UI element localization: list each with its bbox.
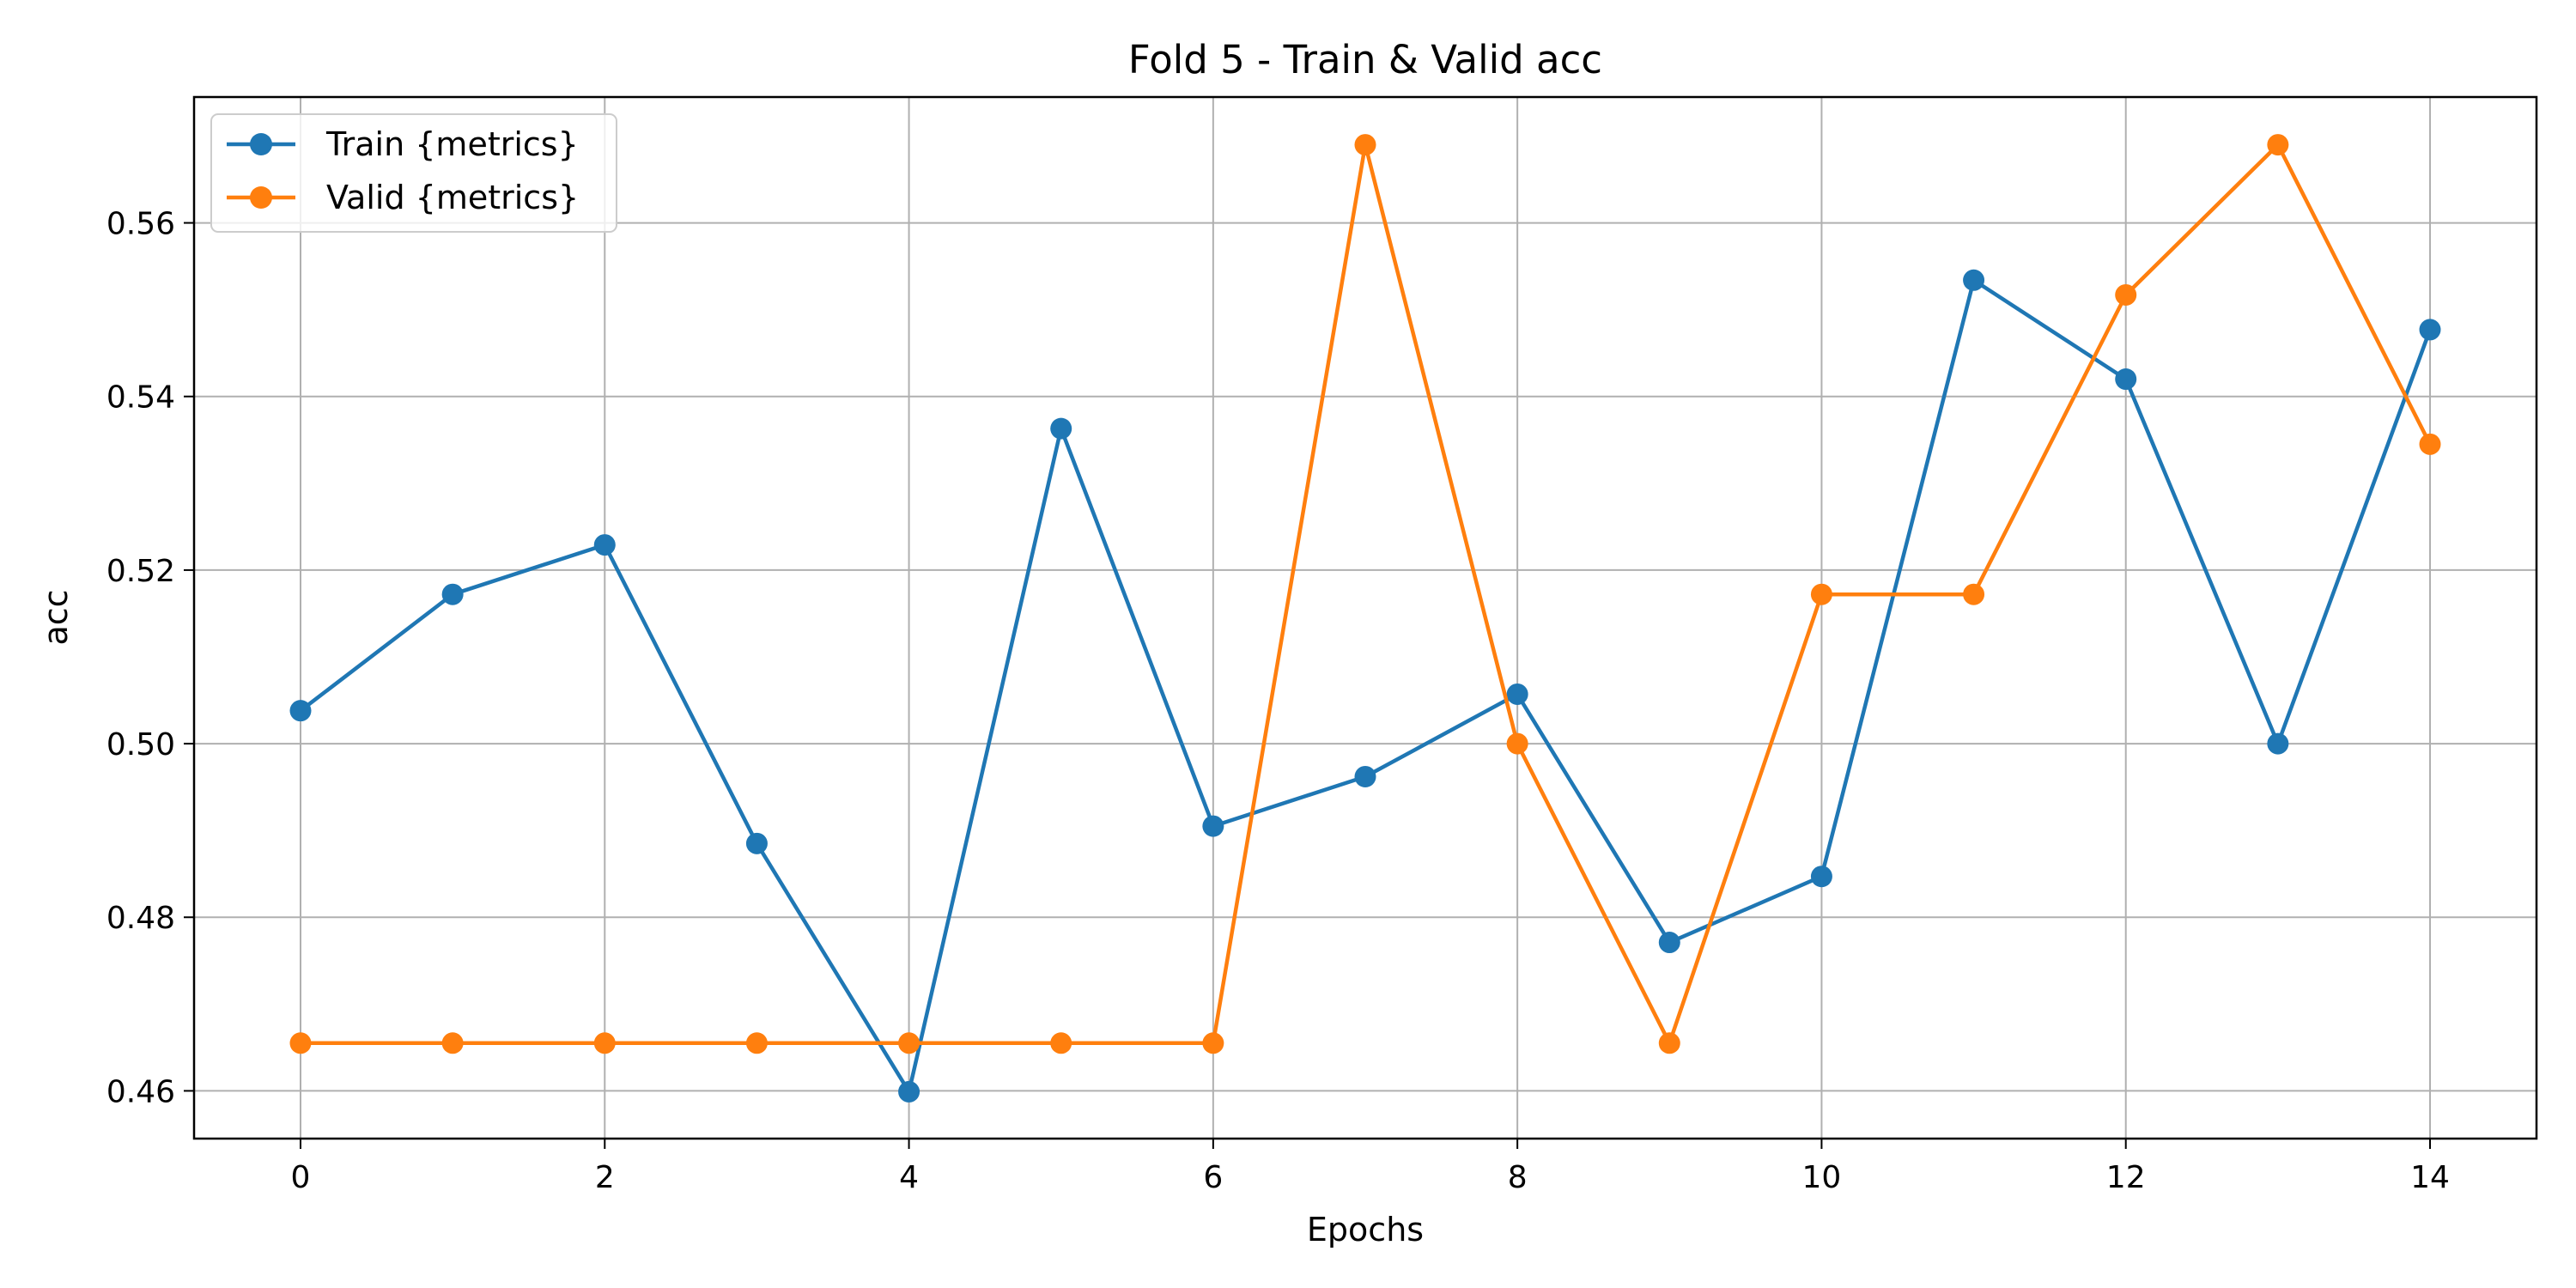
x-tick-label: 6: [1203, 1160, 1223, 1195]
x-tick-label: 14: [2410, 1160, 2450, 1195]
legend: Train {metrics} Valid {metrics}: [210, 113, 617, 233]
y-tick-label: 0.54: [106, 380, 175, 416]
data-point-train: [1810, 866, 1832, 888]
series-valid: [289, 134, 2441, 1054]
series-train: [289, 269, 2441, 1103]
y-axis-ticks: 0.46 0.48 0.50 0.52 0.54 0.56: [106, 207, 194, 1109]
data-point-valid: [593, 1032, 616, 1054]
data-point-train: [1050, 417, 1072, 440]
legend-label-train: Train {metrics}: [325, 125, 579, 163]
data-point-train: [898, 1080, 920, 1103]
legend-label-valid: Valid {metrics}: [326, 179, 579, 216]
data-point-train: [1658, 932, 1680, 954]
x-tick-label: 10: [1802, 1160, 1842, 1195]
data-point-valid: [441, 1032, 464, 1054]
legend-marker-train: [250, 133, 272, 155]
data-point-train: [1354, 765, 1376, 787]
x-tick-label: 12: [2106, 1160, 2146, 1195]
y-tick-label: 0.52: [106, 554, 175, 589]
y-tick-label: 0.46: [106, 1074, 175, 1109]
data-point-train: [593, 534, 616, 556]
data-point-valid: [2419, 433, 2441, 455]
data-point-valid: [898, 1032, 920, 1054]
data-point-train: [1202, 815, 1224, 837]
data-point-valid: [1354, 134, 1376, 156]
legend-marker-valid: [250, 186, 272, 209]
data-point-train: [745, 832, 768, 854]
data-point-train: [289, 700, 312, 722]
data-point-valid: [289, 1032, 312, 1054]
data-point-train: [1963, 269, 1985, 291]
data-point-valid: [1963, 583, 1985, 605]
y-tick-label: 0.50: [106, 727, 175, 762]
data-point-valid: [745, 1032, 768, 1054]
y-tick-label: 0.48: [106, 901, 175, 936]
data-point-train: [2419, 319, 2441, 341]
y-tick-label: 0.56: [106, 207, 175, 242]
x-axis-label: Epochs: [1307, 1211, 1424, 1249]
data-point-valid: [1658, 1032, 1680, 1054]
x-tick-label: 0: [291, 1160, 311, 1195]
x-tick-label: 2: [595, 1160, 615, 1195]
x-tick-label: 4: [899, 1160, 919, 1195]
data-point-valid: [2267, 134, 2289, 156]
chart-title: Fold 5 - Train & Valid acc: [1128, 37, 1602, 82]
data-point-train: [1506, 683, 1528, 705]
data-point-valid: [1202, 1032, 1224, 1054]
y-axis-label: acc: [37, 589, 75, 645]
legend-box: [210, 113, 617, 233]
data-point-train: [2267, 732, 2289, 755]
series-group: [289, 134, 2441, 1103]
grid: [194, 97, 2537, 1139]
data-point-valid: [1810, 583, 1832, 605]
data-point-train: [441, 583, 464, 605]
data-point-valid: [1506, 732, 1528, 755]
data-point-valid: [2115, 283, 2137, 306]
x-axis-ticks: 0 2 4 6 8 10 12 14: [291, 1139, 2450, 1195]
plot-frame: [192, 95, 2538, 1140]
data-point-valid: [1050, 1032, 1072, 1054]
x-tick-label: 8: [1508, 1160, 1528, 1195]
data-point-train: [2115, 368, 2137, 391]
